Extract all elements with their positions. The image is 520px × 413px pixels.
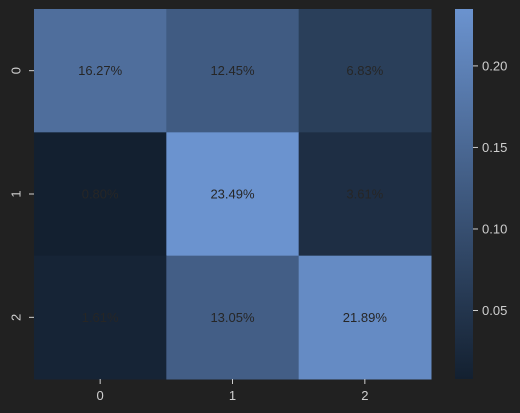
- y-tick-label-1: 1: [9, 190, 24, 197]
- heatmap-cell-2-0: [34, 255, 167, 380]
- cell-label-1-1: 23.49%: [210, 187, 255, 202]
- x-axis: 0 1 2: [97, 379, 368, 403]
- y-tick-label-2: 2: [9, 314, 24, 321]
- heatmap-cell-2-2: [298, 255, 432, 380]
- x-tick-label-1: 1: [229, 388, 236, 403]
- cell-label-0-2: 6.83%: [346, 63, 383, 78]
- colorbar: 0.05 0.10 0.15 0.20: [455, 9, 507, 379]
- heatmap-cells: 16.27% 12.45% 6.83% 0.80% 23.49% 3.61% 1.61% 13…: [34, 9, 432, 380]
- y-tick-label-0: 0: [9, 67, 24, 74]
- heatmap-cell-0-2: [298, 9, 432, 133]
- heatmap-cell-1-1: [166, 132, 300, 257]
- cell-label-1-2: 3.61%: [346, 187, 383, 202]
- cell-label-2-0: 1.61%: [82, 310, 119, 325]
- cell-label-2-2: 21.89%: [343, 310, 388, 325]
- heatmap-cell-1-2: [298, 132, 432, 257]
- cell-label-1-0: 0.80%: [82, 187, 119, 202]
- heatmap-cell-2-1: [166, 255, 300, 380]
- colorbar-tick-label-2: 0.15: [482, 140, 507, 155]
- x-tick-label-2: 2: [361, 388, 368, 403]
- x-tick-label-0: 0: [97, 388, 104, 403]
- colorbar-tick-label-1: 0.10: [482, 221, 507, 236]
- colorbar-gradient: [455, 9, 473, 379]
- heatmap-cell-1-0: [34, 132, 167, 257]
- cell-label-2-1: 13.05%: [210, 310, 255, 325]
- y-axis: 0 1 2: [9, 67, 34, 321]
- cell-label-0-0: 16.27%: [78, 63, 123, 78]
- colorbar-tick-label-0: 0.05: [482, 303, 507, 318]
- colorbar-tick-label-3: 0.20: [482, 58, 507, 73]
- heatmap-cell-0-1: [166, 9, 300, 133]
- heatmap-cell-0-0: [34, 9, 167, 133]
- cell-label-0-1: 12.45%: [210, 63, 255, 78]
